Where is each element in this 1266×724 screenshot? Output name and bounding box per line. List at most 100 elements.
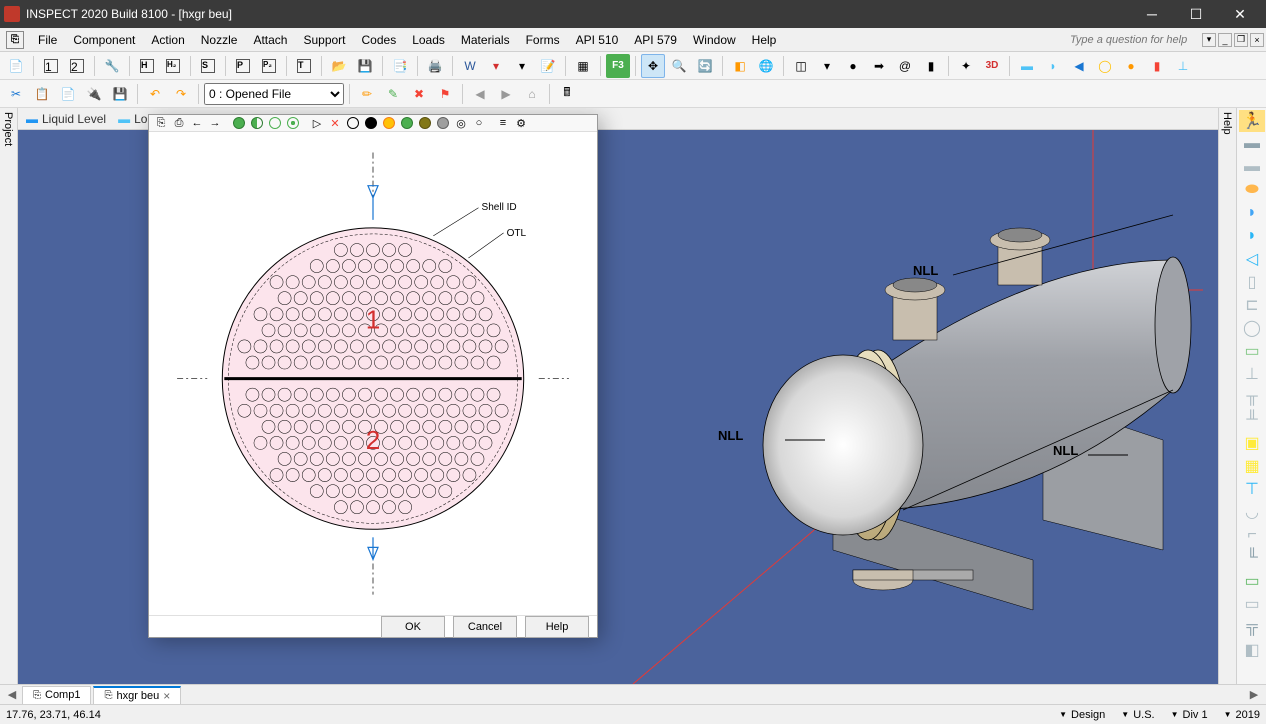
axes-icon[interactable]: ✦	[954, 54, 978, 78]
cube-icon[interactable]: ◫	[789, 54, 813, 78]
cursor-icon[interactable]: ▷	[309, 115, 325, 131]
menu-window[interactable]: Window	[685, 30, 744, 50]
menu-file[interactable]: File	[30, 30, 65, 50]
red-x-icon[interactable]: ✕	[327, 115, 343, 131]
menu-materials[interactable]: Materials	[453, 30, 518, 50]
menu-nozzle[interactable]: Nozzle	[193, 30, 246, 50]
open-icon[interactable]: 📂	[327, 54, 351, 78]
green-ring-icon[interactable]	[267, 115, 283, 131]
status-div[interactable]: ▼Div 1	[1171, 709, 1208, 721]
doc-icon[interactable]: ⎘	[6, 31, 24, 49]
help-panel-tab[interactable]: Help	[1218, 108, 1236, 684]
black-circ-icon[interactable]	[363, 115, 379, 131]
delete-icon[interactable]: ✖	[407, 82, 431, 106]
doc1-icon[interactable]: 1	[39, 54, 63, 78]
cone-comp-icon[interactable]: ◀	[1067, 54, 1091, 78]
p-box-icon[interactable]: P	[231, 54, 255, 78]
menu-codes[interactable]: Codes	[354, 30, 405, 50]
menu-forms[interactable]: Forms	[518, 30, 568, 50]
target-icon[interactable]: ◎	[453, 115, 469, 131]
green-circ-icon[interactable]	[399, 115, 415, 131]
dome2-icon[interactable]: ◗	[1239, 225, 1265, 247]
close-button[interactable]: ✕	[1218, 0, 1262, 28]
gear-icon[interactable]: ⚙	[513, 115, 529, 131]
help-dropdown-icon[interactable]: ▾	[1202, 33, 1216, 47]
project-panel-tab[interactable]: Project	[0, 108, 18, 684]
multi-doc-icon[interactable]: 📑	[388, 54, 412, 78]
green-fill-icon[interactable]	[231, 115, 247, 131]
new-icon[interactable]: 📄	[4, 54, 28, 78]
menu-api-579[interactable]: API 579	[626, 30, 685, 50]
copy-layout-icon[interactable]: ⎘	[153, 115, 169, 131]
half-green-icon[interactable]	[249, 115, 265, 131]
status-year[interactable]: ▼2019	[1224, 709, 1260, 721]
multi-icon[interactable]: ▦	[1239, 455, 1265, 477]
stiffener2-icon[interactable]: ╥	[1239, 386, 1265, 408]
ring-icon[interactable]: ◯	[1239, 317, 1265, 339]
save-icon[interactable]: 💾	[353, 54, 377, 78]
orbit-icon[interactable]: 🔄	[693, 54, 717, 78]
yellow-circ-icon[interactable]	[381, 115, 397, 131]
table-icon[interactable]: ▦	[571, 54, 595, 78]
maximize-button[interactable]: ☐	[1174, 0, 1218, 28]
mdi-restore-button[interactable]: ❐	[1234, 33, 1248, 47]
tee-icon[interactable]: ╦	[1239, 616, 1265, 638]
tubesheet-diagram[interactable]: 12Shell IDOTL	[157, 140, 589, 607]
paste-icon[interactable]: 📄	[56, 82, 80, 106]
calc-icon[interactable]: 🖩	[555, 82, 579, 106]
cylinder2-icon[interactable]: ▬	[1239, 156, 1265, 178]
ring-comp-icon[interactable]: ◯	[1093, 54, 1117, 78]
flange-icon[interactable]: ⊏	[1239, 294, 1265, 316]
green-dot-icon[interactable]	[285, 115, 301, 131]
flag-icon[interactable]: ⚑	[433, 82, 457, 106]
f3-icon[interactable]: F3	[606, 54, 630, 78]
stiffener-icon[interactable]: ⊥	[1239, 363, 1265, 385]
cube-drop-icon[interactable]: ▾	[815, 54, 839, 78]
dome-icon[interactable]: ◗	[1239, 202, 1265, 224]
next-icon[interactable]: ▶	[494, 82, 518, 106]
misc-icon[interactable]: ◧	[1239, 639, 1265, 661]
tab-scroll-left[interactable]: ◀	[4, 688, 20, 701]
disc-comp-icon[interactable]: ●	[1119, 54, 1143, 78]
leg-icon[interactable]: ╙	[1239, 547, 1265, 569]
p2-box-icon[interactable]: P₂	[257, 54, 281, 78]
rows-icon[interactable]: ≡	[495, 115, 511, 131]
home-icon[interactable]: ⌂	[520, 82, 544, 106]
tab-comp1[interactable]: ⎘Comp1	[22, 686, 91, 704]
tube-icon[interactable]: ▭	[1239, 340, 1265, 362]
nozzle-icon[interactable]: ⊤	[1239, 478, 1265, 500]
minimize-button[interactable]: ─	[1130, 0, 1174, 28]
olive-circ-icon[interactable]	[417, 115, 433, 131]
zoom-icon[interactable]: 🔍	[667, 54, 691, 78]
pencil2-icon[interactable]: ✎	[381, 82, 405, 106]
doc-export-icon[interactable]: 📝	[536, 54, 560, 78]
3d-icon[interactable]: 3D	[980, 54, 1004, 78]
globe-icon[interactable]: 🌐	[754, 54, 778, 78]
elbow-comp-icon[interactable]: ◗	[1041, 54, 1065, 78]
cancel-button[interactable]: Cancel	[453, 616, 517, 638]
pan-icon[interactable]: ✥	[641, 54, 665, 78]
status-design[interactable]: ▼Design	[1059, 709, 1105, 721]
t-box-icon[interactable]: T	[292, 54, 316, 78]
menu-support[interactable]: Support	[295, 30, 353, 50]
h2-box-icon[interactable]: H₂	[161, 54, 185, 78]
prev-arrow-icon[interactable]: ←	[189, 115, 205, 131]
lug-icon[interactable]: ⌐	[1239, 524, 1265, 546]
ok-button[interactable]: OK	[381, 616, 445, 638]
orange-box-icon[interactable]: ◧	[728, 54, 752, 78]
s-box-icon[interactable]: S	[196, 54, 220, 78]
tab-scroll-right[interactable]: ▶	[1246, 688, 1262, 701]
liquid-level-toggle[interactable]: ▬ Liquid Level	[26, 112, 106, 126]
help-button[interactable]: Help	[525, 616, 589, 638]
rect-icon[interactable]: ▭	[1239, 570, 1265, 592]
small-circ-icon[interactable]: ○	[471, 115, 487, 131]
menu-api-510[interactable]: API 510	[568, 30, 627, 50]
undo-icon[interactable]: ↶	[143, 82, 167, 106]
menu-loads[interactable]: Loads	[404, 30, 453, 50]
flat-icon[interactable]: ▯	[1239, 271, 1265, 293]
menu-component[interactable]: Component	[65, 30, 143, 50]
help-question-input[interactable]	[1070, 34, 1200, 46]
sphere-icon[interactable]: ●	[841, 54, 865, 78]
rect2-icon[interactable]: ▭	[1239, 593, 1265, 615]
next-arrow-icon[interactable]: →	[207, 115, 223, 131]
